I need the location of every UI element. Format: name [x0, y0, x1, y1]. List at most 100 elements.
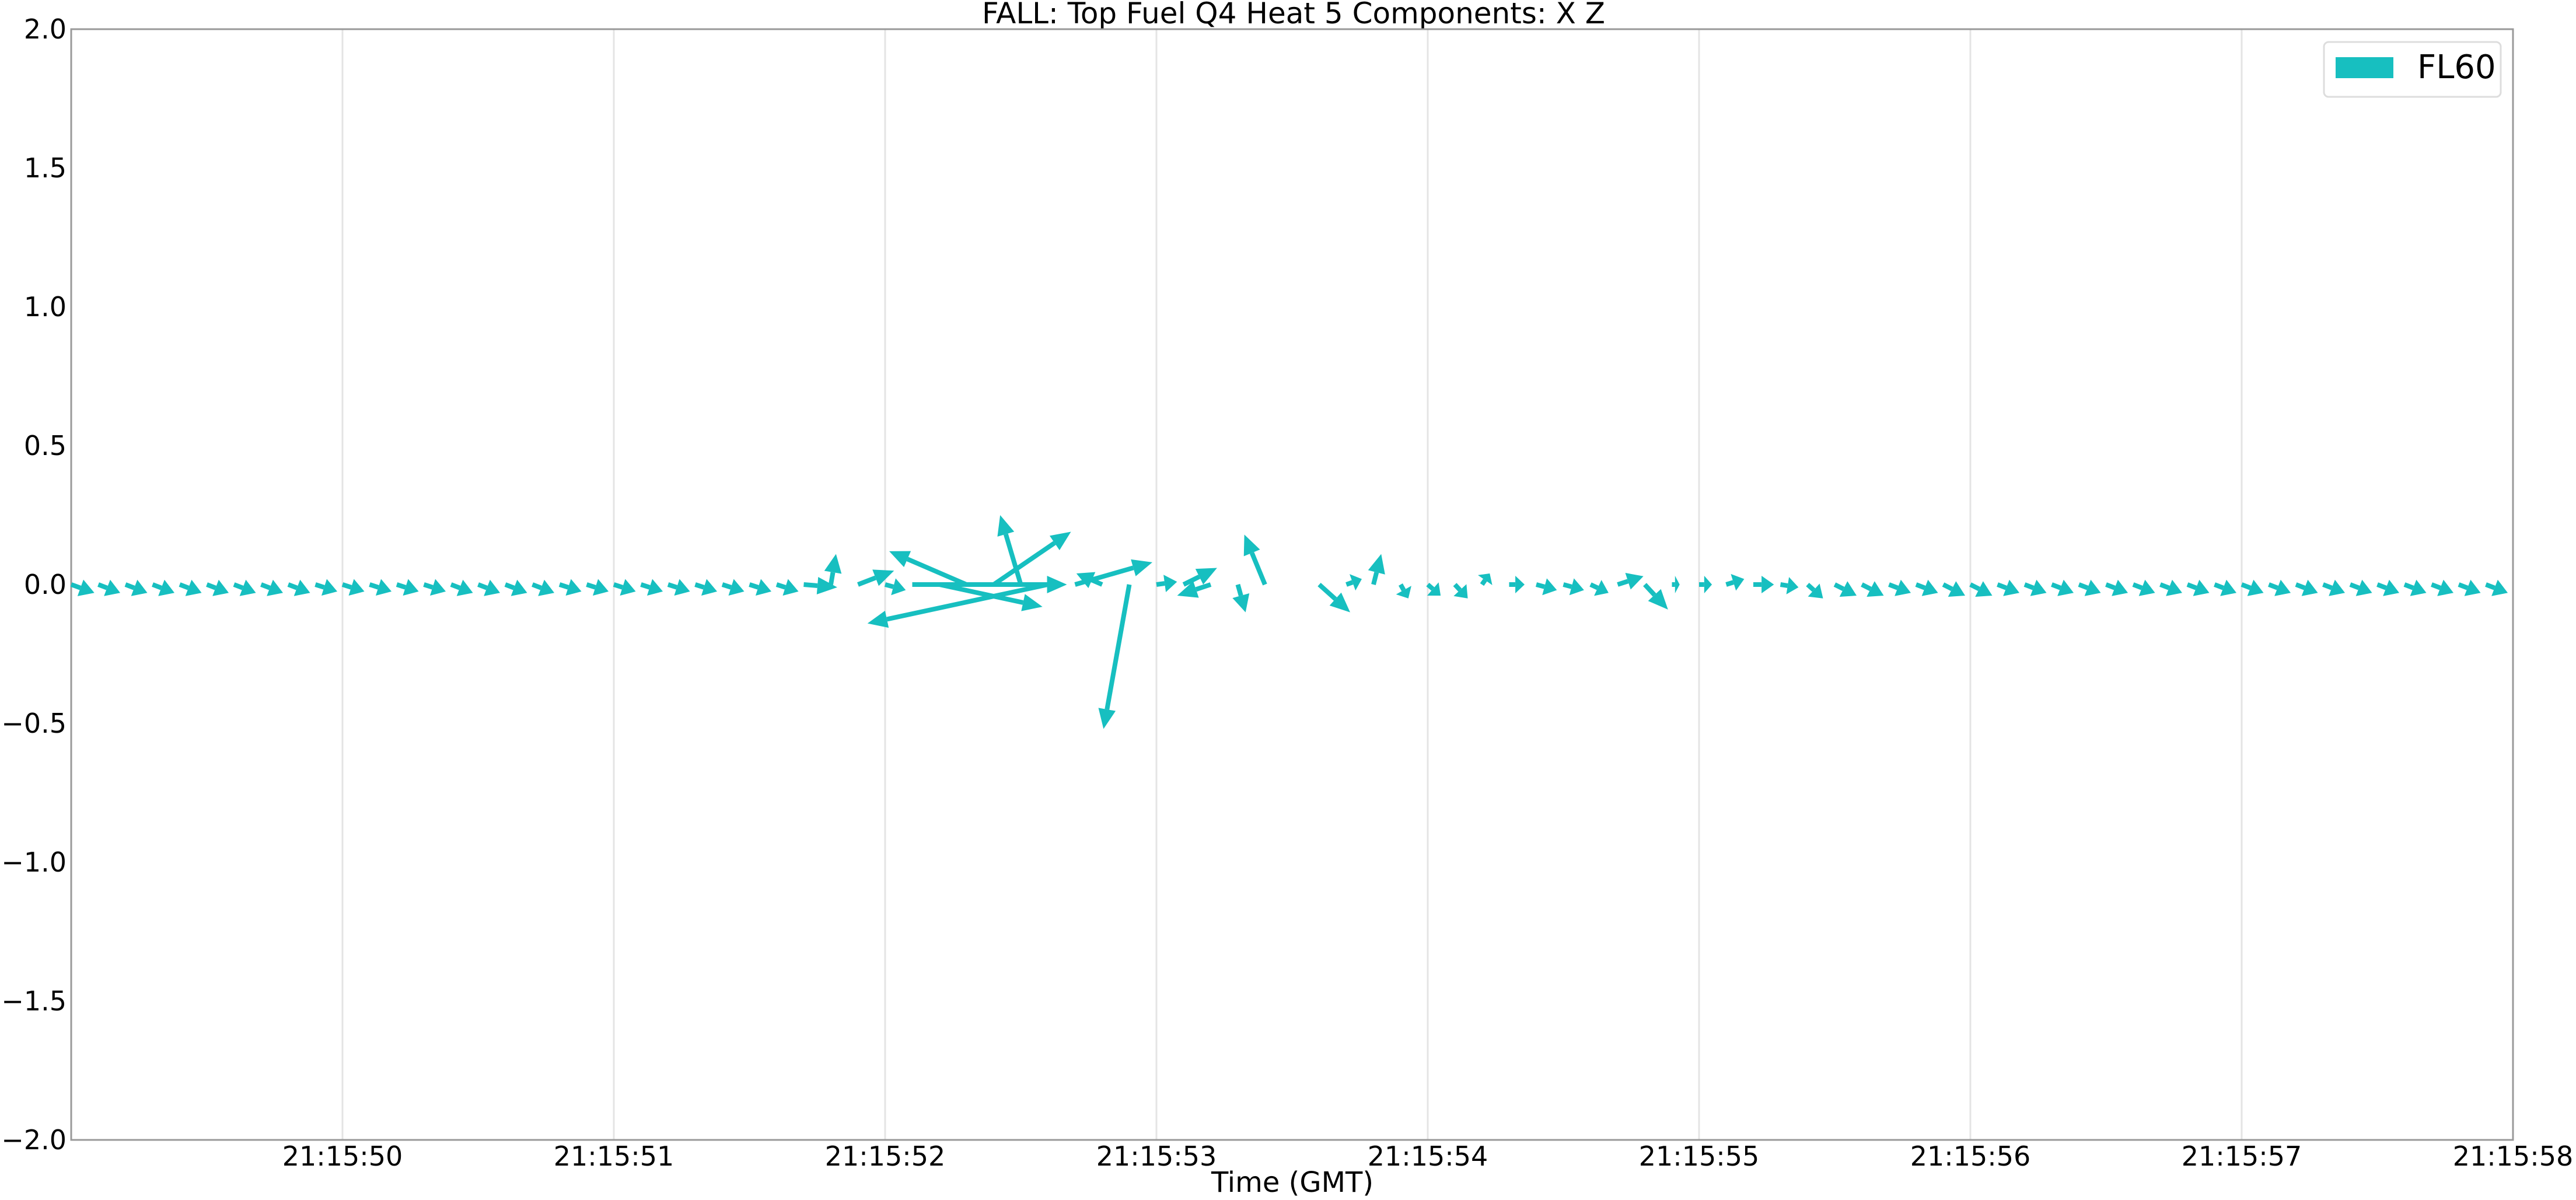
quiver-arrow	[1396, 583, 1411, 599]
legend-swatch-fl60	[2336, 57, 2393, 78]
y-tick-label: −2.0	[1, 1124, 67, 1156]
quiver-arrow	[749, 579, 772, 596]
legend-box	[2323, 41, 2502, 98]
quiver-arrow	[423, 579, 446, 596]
quiver-arrow	[233, 579, 256, 596]
quiver-arrow	[721, 579, 745, 596]
quiver-arrow	[1753, 576, 1774, 593]
quiver-arrow	[939, 582, 1043, 611]
x-tick-label: 21:15:51	[554, 1140, 674, 1172]
quiver-arrow	[2078, 579, 2101, 596]
quiver-arrow	[287, 579, 310, 596]
quiver-arrow	[2051, 579, 2074, 596]
quiver-arrow	[1833, 581, 1857, 597]
y-tick-label: −1.5	[1, 985, 67, 1017]
quiver-arrow	[2485, 579, 2508, 596]
quiver-arrow	[1725, 573, 1745, 591]
quiver-arrow	[1672, 576, 1680, 593]
quiver-arrow	[2376, 579, 2400, 596]
quiver-arrow	[1617, 573, 1644, 590]
chart-title: FALL: Top Fuel Q4 Heat 5 Components: X Z	[982, 0, 1605, 30]
quiver-arrow	[152, 579, 175, 596]
quiver-arrow	[613, 579, 636, 596]
y-tick-label: 0.5	[24, 430, 67, 461]
x-tick-label: 21:15:56	[1910, 1140, 2031, 1172]
legend: FL60	[2323, 41, 2502, 98]
quiver-arrow	[1942, 581, 1966, 597]
quiver-arrow	[2268, 579, 2291, 596]
quiver-arrow	[1426, 582, 1441, 596]
quiver-arrow	[1888, 579, 1911, 596]
y-tick-label: −0.5	[1, 708, 67, 739]
quiver-arrow	[532, 579, 555, 596]
quiver-arrow	[2159, 579, 2183, 596]
x-axis-label: Time (GMT)	[1211, 1166, 1373, 1199]
quiver-arrow	[260, 579, 284, 596]
quiver-arrow	[2431, 579, 2454, 596]
arrow-field	[70, 515, 2508, 729]
quiver-arrow	[667, 579, 690, 596]
quiver-arrow	[775, 579, 799, 596]
quiver-arrow	[179, 579, 202, 596]
quiver-arrow	[1156, 575, 1177, 592]
x-tick-label: 21:15:54	[1368, 1140, 1488, 1172]
x-tick-label: 21:15:55	[1639, 1140, 1760, 1172]
quiver-arrow	[1345, 574, 1362, 591]
quiver-arrow	[70, 579, 95, 596]
quiver-arrow	[884, 578, 906, 596]
quiver-arrow	[694, 579, 718, 596]
y-tick-label: 1.5	[24, 152, 67, 184]
quiver-arrow	[1076, 572, 1103, 589]
quiver-arrow	[97, 579, 121, 596]
quiver-arrow	[857, 569, 894, 587]
quiver-arrow	[2458, 579, 2481, 596]
y-tick-label: 0.0	[24, 569, 67, 600]
quiver-arrow	[2186, 579, 2210, 596]
quiver-arrow	[1477, 573, 1493, 586]
quiver-arrow	[586, 579, 609, 596]
quiver-arrow	[1317, 583, 1351, 613]
y-tick-label: 2.0	[24, 13, 67, 45]
quiver-arrow	[867, 582, 1048, 628]
quiver-arrow	[1563, 578, 1584, 596]
quiver-arrow	[1232, 583, 1250, 613]
quiver-arrow	[912, 576, 1067, 593]
quiver-arrow	[1177, 581, 1212, 598]
x-axis: 21:15:50 21:15:51 21:15:52 21:15:53 21:15:54…	[282, 1140, 2574, 1172]
quiver-arrow	[558, 579, 582, 596]
quiver-arrow	[2322, 579, 2346, 596]
quiver-arrow	[1098, 584, 1132, 729]
quiver-arrow	[314, 579, 338, 596]
y-axis: 2.0 1.5 1.0 0.5 0.0 −0.5 −1.0 −1.5 −2.0	[1, 13, 67, 1156]
quiver-arrow	[2241, 579, 2264, 596]
quiver-arrow	[1780, 577, 1799, 594]
quiver-arrow	[477, 579, 501, 596]
quiver-arrow	[1643, 583, 1668, 610]
x-tick-label: 21:15:53	[1096, 1140, 1217, 1172]
quiver-arrow	[1806, 583, 1823, 599]
quiver-arrow	[341, 579, 365, 596]
quiver-arrow	[2349, 579, 2372, 596]
y-tick-label: 1.0	[24, 291, 67, 323]
quiver-arrow	[2295, 579, 2318, 596]
quiver-arrow	[889, 551, 968, 587]
quiver-arrow	[1453, 583, 1468, 599]
quiver-arrow	[2403, 579, 2427, 596]
quiver-arrow	[824, 554, 842, 585]
quiver-arrow	[396, 579, 419, 596]
y-tick-label: −1.0	[1, 846, 67, 878]
quiver-arrow	[640, 579, 663, 596]
quiver-arrow	[2023, 579, 2047, 596]
x-tick-label: 21:15:58	[2453, 1140, 2574, 1172]
quiver-arrow	[1969, 581, 1993, 597]
quiver-arrow	[450, 579, 473, 596]
quiver-arrow	[1368, 554, 1385, 585]
legend-label-fl60: FL60	[2417, 48, 2496, 86]
quiver-arrow	[1699, 576, 1712, 593]
quiver-arrow	[803, 577, 837, 594]
quiver-arrow	[1535, 578, 1557, 596]
quiver-arrow	[2214, 579, 2237, 596]
quiver-arrow	[1589, 580, 1609, 596]
